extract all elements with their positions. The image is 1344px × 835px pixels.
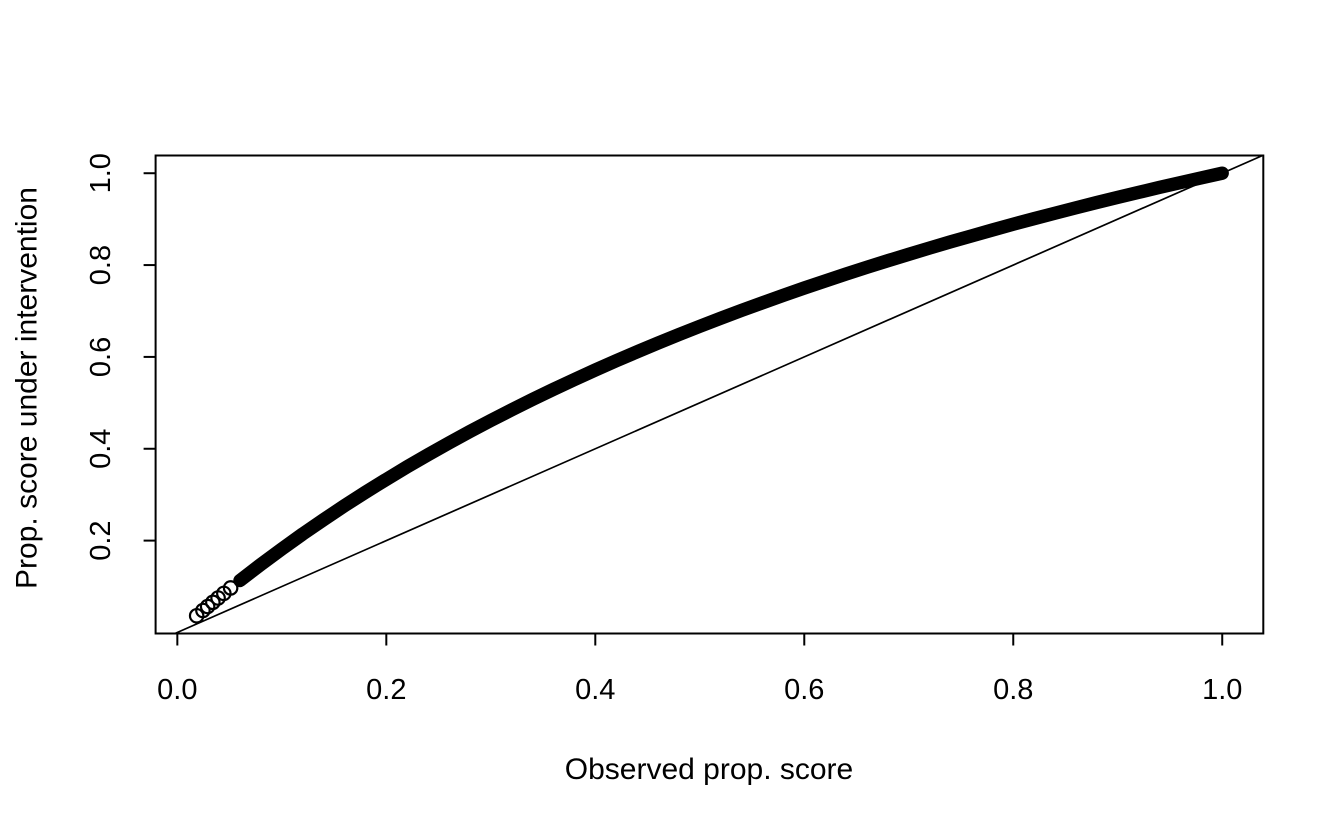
dense-point-band [233, 166, 1229, 588]
data-point [199, 598, 216, 615]
x-tick-label: 0.0 [157, 674, 197, 706]
data-point [222, 580, 239, 596]
x-tick-label: 0.8 [993, 674, 1033, 706]
plot-box [154, 154, 1265, 635]
ticks-layer: 0.0 0.2 0.4 0.6 0.8 1.0 0.2 0.4 0.6 0.8 1.0 [85, 153, 1242, 706]
y-axis-title: Prop. score under intervention [11, 187, 44, 589]
x-tick-label: 0.6 [784, 674, 824, 706]
y-tick-label: 0.4 [85, 429, 117, 469]
x-tick-label: 1.0 [1202, 674, 1242, 706]
y-tick-label: 0.2 [85, 520, 117, 560]
y-tick-label: 1.0 [85, 153, 117, 193]
points-layer [188, 166, 1229, 624]
y-tick-label: 0.8 [85, 245, 117, 285]
x-axis-title: Observed prop. score [565, 753, 853, 786]
reference-line-layer [174, 154, 1263, 635]
y-tick-label: 0.6 [85, 337, 117, 377]
x-tick-label: 0.2 [366, 674, 406, 706]
data-point [195, 602, 211, 619]
identity-line [174, 154, 1263, 635]
x-tick-label: 0.4 [575, 674, 615, 706]
